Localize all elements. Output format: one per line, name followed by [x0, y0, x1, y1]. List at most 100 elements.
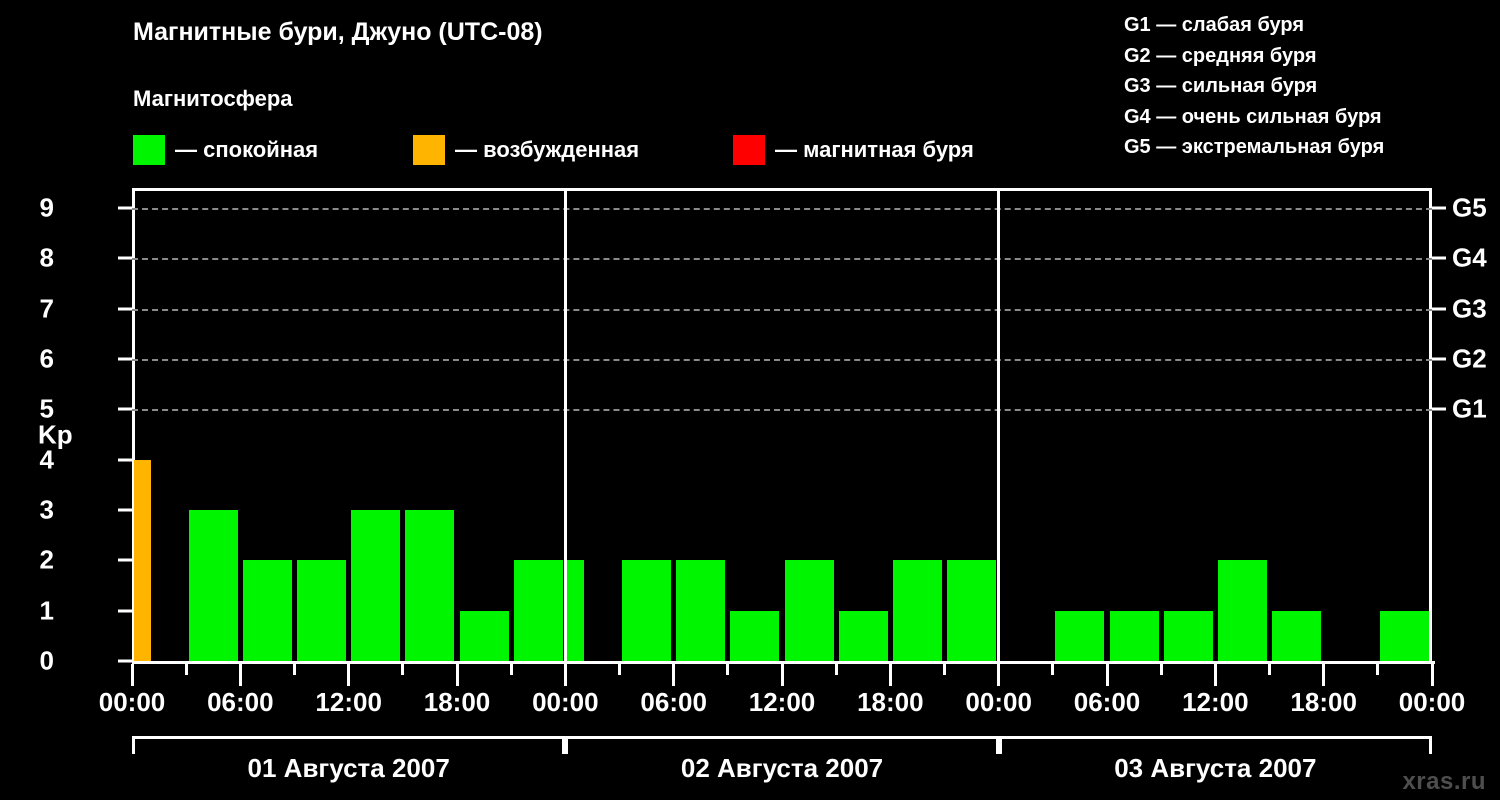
x-tick-label-10: 12:00: [1182, 687, 1249, 717]
x-tick-label-11: 18:00: [1290, 687, 1357, 717]
page-title: Магнитные бури, Джуно (UTC-08): [133, 18, 543, 46]
g-scale-legend: G1 — слабая буря G2 — средняя буря G3 — си…: [1124, 10, 1484, 163]
x-tick-label-7: 18:00: [857, 687, 924, 717]
x-axis-line: [132, 661, 1435, 664]
y-tick-label-8: 8: [39, 242, 54, 273]
x-tick-label-3: 18:00: [423, 687, 491, 717]
y-tick-label-5: 5: [39, 393, 54, 424]
x-tick-label-0: 00:00: [98, 687, 166, 717]
y-tick-7: [118, 307, 132, 311]
x-tick-minor-d2-s7: [1376, 664, 1380, 675]
bar-day1-slot3-kp2: [297, 560, 347, 661]
legend-item-unsettled: — возбужденная: [413, 133, 639, 167]
plot-area: [132, 188, 1432, 661]
x-tick-major-d1-s2: [672, 664, 676, 686]
magnetosphere-label: Магнитосфера: [133, 86, 293, 111]
x-tick-major-d1-s4: [780, 664, 784, 686]
g-axis-label-g4: G4: [1452, 242, 1487, 273]
y-tick-4: [118, 458, 132, 462]
x-tick-major-d0-s4: [347, 664, 351, 686]
date-bracket-0: [132, 736, 566, 739]
g-axis-label-g1: G1: [1452, 393, 1487, 424]
bar-day3-slot4-kp2: [1217, 560, 1267, 661]
legend-swatch-storm: [733, 135, 765, 165]
g-tick-g4: [1432, 256, 1446, 260]
date-bracket-end-0-0: [132, 736, 135, 754]
y-tick-label-7: 7: [39, 293, 54, 324]
bar-day2-slot7-kp2: [947, 560, 997, 661]
bar-day2-slot2-kp2: [676, 560, 726, 661]
x-tick-major-d0-s0: [130, 664, 134, 686]
bar-day2-slot4-kp2: [784, 560, 834, 661]
bar-day1-slot7-kp2: [513, 560, 563, 661]
y-axis-title: Kp: [38, 419, 73, 450]
y-tick-5: [118, 407, 132, 411]
date-bracket-end-2-1: [1429, 736, 1432, 754]
x-tick-minor-d1-s1: [618, 664, 621, 675]
gridline-kp-9: [132, 208, 1432, 211]
bar-day3-slot5-kp1: [1272, 610, 1322, 661]
plot-frame: [132, 188, 1432, 661]
bar-day3-slot7-kp1: [1380, 610, 1430, 661]
bar-day2-slot3-kp1: [730, 610, 780, 661]
bar-day1-slot5-kp3: [405, 510, 455, 661]
legend-item-storm: — магнитная буря: [733, 133, 974, 167]
date-bracket-end-1-1: [995, 736, 999, 754]
y-tick-1: [118, 609, 132, 613]
x-tick-major-d0-s2: [238, 664, 242, 686]
g-axis-label-g5: G5: [1452, 192, 1487, 223]
gridline-kp-5: [132, 409, 1432, 412]
g-tick-g1: [1432, 407, 1446, 411]
x-tick-label-9: 06:00: [1073, 687, 1141, 717]
y-tick-8: [118, 256, 132, 260]
date-bracket-2: [998, 736, 1432, 739]
x-tick-minor-d1-s3: [726, 664, 730, 675]
bar-day1-slot6-kp1: [459, 610, 509, 661]
g-scale-row-g4: G4 — очень сильная буря: [1124, 105, 1382, 128]
x-tick-minor-d0-s1: [184, 664, 188, 675]
bar-day3-slot3-kp1: [1163, 610, 1213, 661]
day-separator-1: [563, 188, 567, 661]
y-tick-label-1: 1: [39, 595, 54, 626]
y-tick-9: [118, 206, 132, 210]
x-tick-major-d2-s4: [1213, 664, 1217, 686]
g-scale-row-g3: G3 — сильная буря: [1124, 75, 1318, 97]
x-tick-minor-d0-s7: [509, 664, 513, 675]
bar-day3-slot2-kp1: [1109, 610, 1159, 661]
x-tick-minor-d2-s5: [1268, 664, 1271, 675]
x-tick-major-d2-s6: [1322, 664, 1326, 686]
y-tick-label-9: 9: [39, 192, 54, 223]
g-scale-row-g1: G1 — слабая буря: [1124, 14, 1305, 36]
watermark: xras.ru: [1402, 768, 1486, 795]
x-tick-label-12: 00:00: [1398, 687, 1466, 717]
bar-day1-slot1-kp3: [188, 510, 238, 661]
x-tick-minor-d0-s5: [401, 664, 405, 675]
bar-day2-slot1-kp2: [622, 560, 672, 661]
date-bracket-end-0-1: [562, 736, 566, 754]
legend-swatch-unsettled: [413, 135, 445, 165]
g-axis-label-g3: G3: [1452, 293, 1487, 324]
x-tick-major-d2-s0: [997, 664, 1001, 686]
g-scale-row-g2: G2 — средняя буря: [1124, 44, 1317, 67]
x-tick-minor-d1-s7: [943, 664, 946, 675]
y-tick-0: [118, 659, 132, 663]
x-tick-major-d0-s6: [455, 664, 459, 686]
x-tick-label-1: 06:00: [207, 687, 274, 717]
x-tick-label-2: 12:00: [315, 687, 382, 717]
g-axis-label-g2: G2: [1452, 343, 1487, 374]
bar-day1-slot0-kp4: [134, 459, 152, 661]
g-tick-g2: [1432, 357, 1446, 361]
gridline-kp-8: [132, 258, 1432, 261]
x-tick-label-5: 06:00: [640, 687, 707, 717]
day-separator-2: [997, 188, 1001, 661]
x-tick-label-8: 00:00: [965, 687, 1032, 717]
x-tick-minor-d2-s3: [1159, 664, 1163, 675]
x-tick-minor-d2-s1: [1051, 664, 1055, 675]
g-tick-g3: [1432, 307, 1446, 311]
y-tick-2: [118, 558, 132, 562]
x-tick-label-4: 00:00: [532, 687, 599, 717]
y-tick-6: [118, 357, 132, 361]
x-tick-label-6: 12:00: [748, 687, 816, 717]
date-label-day-2: 02 Августа 2007: [680, 753, 884, 783]
gridline-kp-7: [132, 308, 1432, 311]
